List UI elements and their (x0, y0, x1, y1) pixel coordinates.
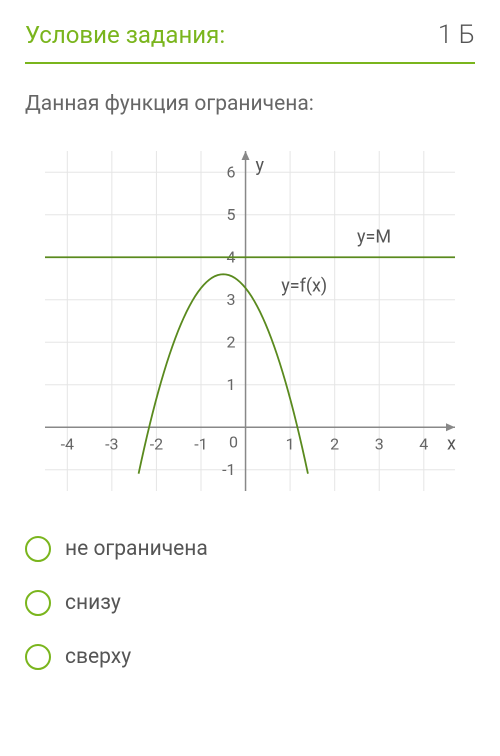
answer-options: не ограничена снизу сверху (25, 536, 475, 670)
svg-text:-1: -1 (222, 460, 235, 479)
svg-text:2: 2 (227, 332, 236, 351)
task-title: Условие задания: (25, 21, 225, 49)
svg-text:3: 3 (227, 290, 236, 309)
radio-icon (25, 644, 51, 670)
option-label: не ограничена (65, 537, 208, 561)
svg-text:x: x (447, 433, 456, 454)
svg-text:6: 6 (227, 162, 236, 181)
svg-text:1: 1 (227, 375, 236, 394)
option-from-below[interactable]: снизу (25, 590, 475, 616)
svg-text:y=M: y=M (357, 226, 391, 247)
svg-text:-2: -2 (150, 434, 163, 453)
function-chart: -4-3-2-101234-1123456xyy=My=f(x) (25, 141, 475, 511)
svg-text:5: 5 (227, 205, 236, 224)
task-score: 1 Б (438, 20, 475, 50)
svg-text:-4: -4 (61, 434, 74, 453)
svg-text:3: 3 (375, 434, 384, 453)
radio-icon (25, 536, 51, 562)
svg-text:-1: -1 (194, 434, 207, 453)
svg-text:y=f(x): y=f(x) (281, 275, 327, 296)
svg-text:1: 1 (286, 434, 295, 453)
svg-text:y: y (256, 155, 265, 176)
option-not-bounded[interactable]: не ограничена (25, 536, 475, 562)
svg-text:0: 0 (229, 432, 238, 451)
option-from-above[interactable]: сверху (25, 644, 475, 670)
option-label: снизу (65, 591, 121, 615)
svg-text:2: 2 (330, 434, 339, 453)
radio-icon (25, 590, 51, 616)
question-text: Данная функция ограничена: (25, 92, 475, 116)
svg-text:-3: -3 (105, 434, 118, 453)
chart-svg: -4-3-2-101234-1123456xyy=My=f(x) (25, 141, 475, 511)
task-header: Условие задания: 1 Б (25, 20, 475, 64)
option-label: сверху (65, 645, 131, 669)
svg-text:4: 4 (419, 434, 428, 453)
